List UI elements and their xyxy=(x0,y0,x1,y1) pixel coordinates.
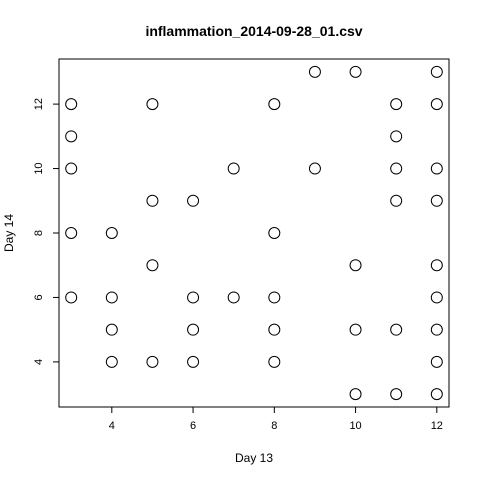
data-point xyxy=(146,259,159,272)
data-points xyxy=(65,65,443,401)
data-point xyxy=(227,291,240,304)
data-point xyxy=(430,162,443,175)
data-point xyxy=(65,162,78,175)
data-point xyxy=(430,388,443,401)
x-tick-label: 10 xyxy=(349,420,361,432)
data-point xyxy=(349,259,362,272)
data-point xyxy=(105,291,118,304)
data-point xyxy=(65,291,78,304)
data-point xyxy=(430,98,443,111)
data-point xyxy=(390,194,403,207)
data-point xyxy=(349,388,362,401)
data-point xyxy=(268,355,281,368)
data-point xyxy=(268,323,281,336)
data-point xyxy=(268,291,281,304)
data-point xyxy=(308,162,321,175)
data-point xyxy=(390,130,403,143)
data-point xyxy=(65,227,78,239)
y-tick-label: 4 xyxy=(33,359,45,365)
data-point xyxy=(430,291,443,304)
data-point xyxy=(349,323,362,336)
x-tick-label: 4 xyxy=(109,420,115,432)
data-point xyxy=(390,323,403,336)
data-point xyxy=(390,388,403,401)
data-point xyxy=(268,98,281,111)
x-tick-label: 6 xyxy=(190,420,196,432)
data-point xyxy=(430,194,443,207)
data-point xyxy=(430,259,443,272)
data-point xyxy=(146,194,159,207)
x-axis-label: Day 13 xyxy=(235,451,273,465)
data-point xyxy=(430,355,443,368)
y-tick-label: 8 xyxy=(33,230,45,236)
data-point xyxy=(105,323,118,336)
data-point xyxy=(187,323,200,336)
y-tick-label: 12 xyxy=(33,98,45,110)
x-tick-label: 12 xyxy=(431,420,443,432)
data-point xyxy=(65,98,78,111)
y-axis: 4 6 8 10 12 xyxy=(33,98,59,365)
data-point xyxy=(187,355,200,368)
data-point xyxy=(105,227,118,239)
x-tick-label: 8 xyxy=(271,420,277,432)
data-point xyxy=(430,323,443,336)
data-point xyxy=(187,291,200,304)
data-point xyxy=(430,65,443,78)
y-tick-label: 10 xyxy=(33,162,45,174)
data-point xyxy=(65,130,78,143)
y-tick-label: 6 xyxy=(33,294,45,300)
data-point xyxy=(227,162,240,175)
data-point xyxy=(308,65,321,78)
chart-title: inflammation_2014-09-28_01.csv xyxy=(145,23,362,39)
data-point xyxy=(146,355,159,368)
data-point xyxy=(390,162,403,175)
data-point xyxy=(187,194,200,207)
data-point xyxy=(349,65,362,78)
data-point xyxy=(105,355,118,368)
data-point xyxy=(390,98,403,111)
x-axis: 4 6 8 10 12 xyxy=(109,407,443,432)
data-point xyxy=(268,227,281,239)
y-axis-label: Day 14 xyxy=(2,214,16,252)
data-point xyxy=(146,98,159,111)
